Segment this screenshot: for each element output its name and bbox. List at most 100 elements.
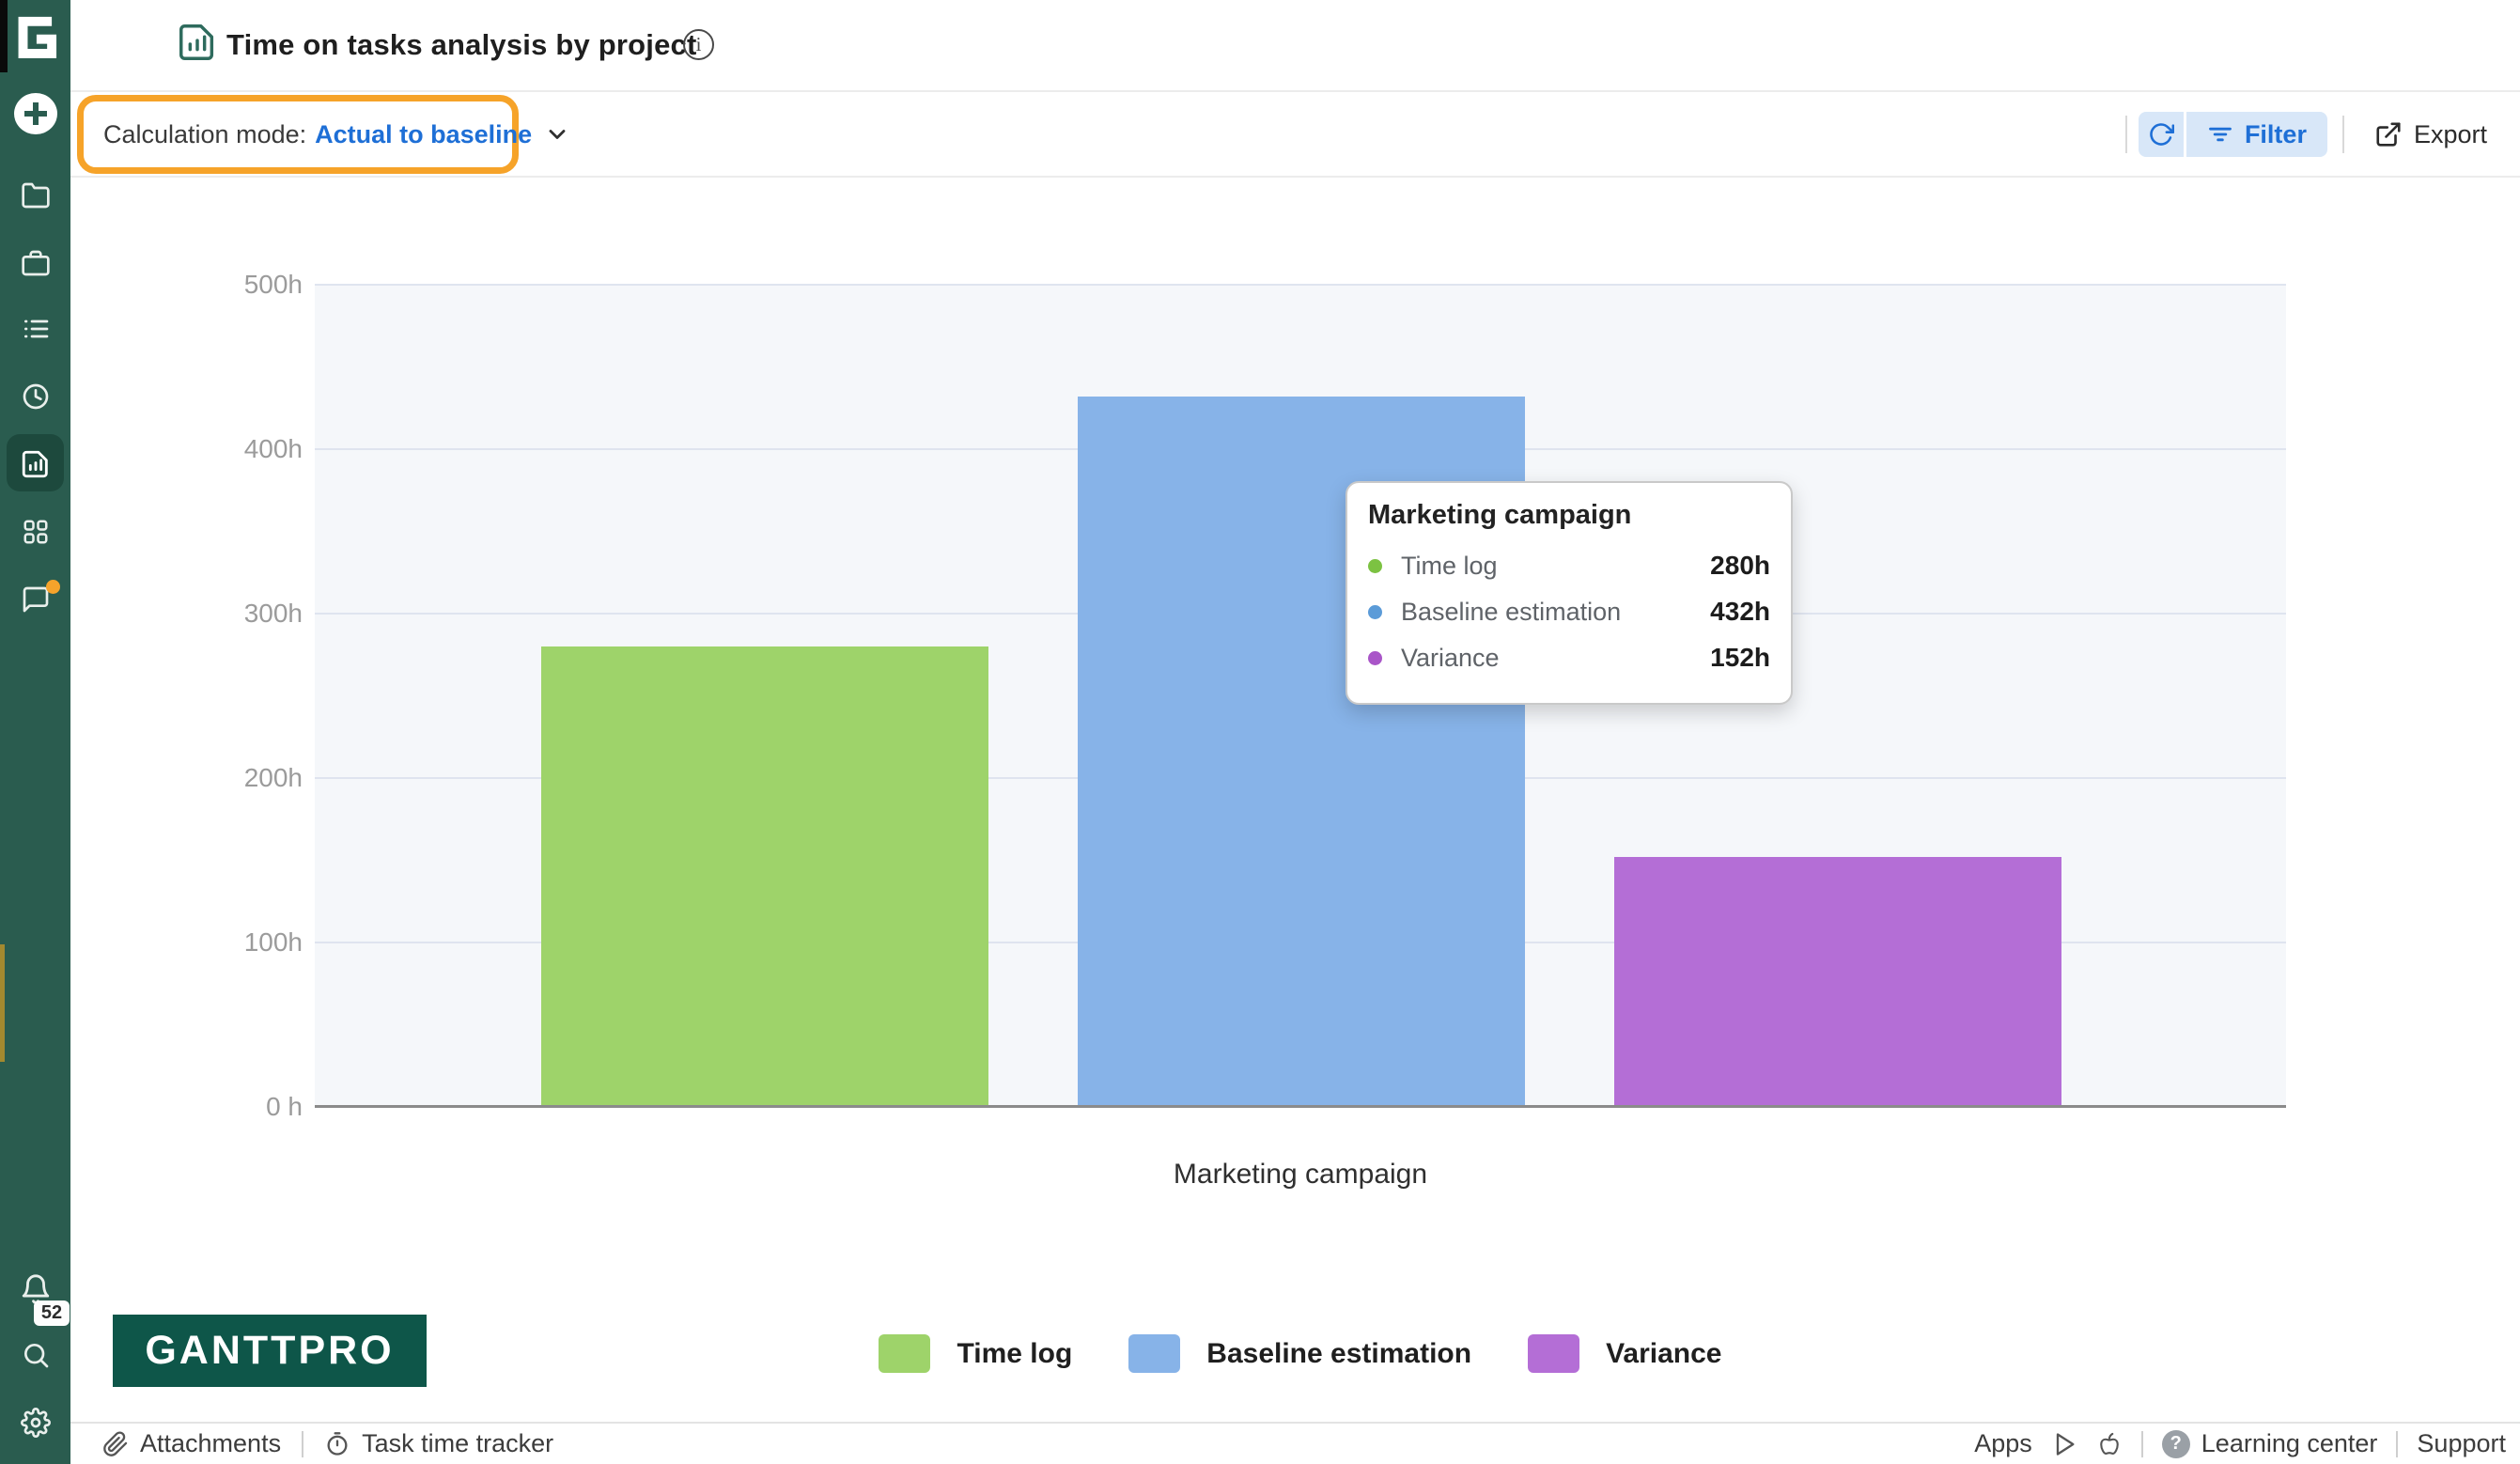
apps-link[interactable]: Apps xyxy=(1974,1429,2032,1458)
apps-label: Apps xyxy=(1974,1429,2032,1457)
gridline xyxy=(315,284,2286,286)
plus-icon xyxy=(13,93,57,134)
chat-icon xyxy=(23,586,48,613)
tooltip-row: Time log 280h xyxy=(1368,547,1770,584)
annotation-highlight-box xyxy=(77,95,519,174)
help-icon: ? xyxy=(2161,1429,2190,1458)
support-link[interactable]: Support xyxy=(2417,1429,2506,1458)
tooltip-series-label: Variance xyxy=(1401,643,1500,672)
support-label: Support xyxy=(2417,1429,2506,1457)
info-icon[interactable]: i xyxy=(683,29,714,60)
export-button-label: Export xyxy=(2413,119,2487,148)
tooltip-series-value: 280h xyxy=(1710,551,1770,580)
chart-plot-area xyxy=(315,284,2286,1107)
legend-label: Baseline estimation xyxy=(1206,1337,1472,1369)
report-chart-icon xyxy=(176,21,219,69)
toolbar-divider xyxy=(2341,116,2344,153)
legend-item-time-log[interactable]: Time log xyxy=(879,1334,1072,1373)
notification-badge: 52 xyxy=(34,1300,70,1326)
legend-label: Time log xyxy=(957,1337,1073,1369)
add-button[interactable] xyxy=(0,93,70,134)
report-toolbar: Calculation mode: Actual to baseline Fil… xyxy=(70,90,2520,178)
refresh-button[interactable] xyxy=(2138,112,2184,157)
ganttpro-logo-icon[interactable] xyxy=(0,9,70,64)
y-axis-tick-label: 100h xyxy=(243,927,303,957)
gear-icon xyxy=(20,1408,51,1438)
ganttpro-watermark: GANTTPRO xyxy=(113,1315,427,1387)
filter-icon xyxy=(2209,127,2232,142)
toolbar-divider xyxy=(2124,116,2127,153)
sidebar-item-portfolio[interactable] xyxy=(0,246,70,280)
legend-label: Variance xyxy=(1606,1337,1722,1369)
attachments-label: Attachments xyxy=(140,1429,282,1457)
legend-item-baseline-estimation[interactable]: Baseline estimation xyxy=(1128,1334,1471,1373)
sidebar-item-time-log[interactable] xyxy=(0,380,70,413)
legend-swatch xyxy=(879,1334,931,1373)
y-axis-tick-label: 300h xyxy=(243,599,303,628)
chevron-down-icon xyxy=(544,121,570,152)
sidebar-item-task-list[interactable] xyxy=(0,312,70,346)
calculation-mode-dropdown[interactable]: Calculation mode: Actual to baseline xyxy=(103,92,570,177)
tooltip-series-value: 432h xyxy=(1710,597,1770,626)
legend-swatch xyxy=(1528,1334,1580,1373)
footer-bar: Attachments Task time tracker Apps xyxy=(70,1422,2520,1464)
y-axis-tick-label: 500h xyxy=(243,270,303,299)
clock-icon xyxy=(23,383,48,410)
attachments-button[interactable]: Attachments xyxy=(102,1429,281,1458)
export-icon xyxy=(2376,122,2401,147)
report-icon xyxy=(22,450,48,478)
page-title: Time on tasks analysis by project xyxy=(226,28,697,61)
filter-button[interactable]: Filter xyxy=(2186,112,2327,157)
legend-item-variance[interactable]: Variance xyxy=(1528,1334,1722,1373)
footer-divider xyxy=(2396,1430,2399,1457)
calculation-mode-value: Actual to baseline xyxy=(315,119,533,148)
refresh-icon xyxy=(2150,123,2174,146)
grid-icon xyxy=(23,520,47,544)
screen-edge-strip xyxy=(0,0,8,72)
search-button[interactable] xyxy=(0,1336,70,1374)
tooltip-series-dot xyxy=(1368,558,1382,573)
legend-swatch xyxy=(1128,1334,1181,1373)
tooltip-series-value: 152h xyxy=(1710,643,1770,672)
briefcase-icon xyxy=(21,250,50,276)
search-icon xyxy=(23,1344,48,1368)
footer-divider xyxy=(302,1430,304,1457)
export-button[interactable]: Export xyxy=(2359,120,2487,149)
footer-divider xyxy=(2140,1430,2143,1457)
report-header: Time on tasks analysis by project i ✕ xyxy=(70,0,2520,90)
folder-icon xyxy=(21,182,50,209)
y-axis-tick-label: 400h xyxy=(243,434,303,463)
task-time-tracker-button[interactable]: Task time tracker xyxy=(324,1429,553,1458)
task-time-tracker-label: Task time tracker xyxy=(362,1429,554,1457)
tooltip-title: Marketing campaign xyxy=(1368,500,1632,530)
tooltip-row: Variance 152h xyxy=(1368,639,1770,677)
x-axis-line xyxy=(315,1105,2286,1108)
chart-tooltip: Marketing campaign Time log 280h Baseline … xyxy=(1346,481,1793,705)
learning-center-link[interactable]: ? Learning center xyxy=(2161,1429,2377,1458)
ganttpro-watermark-text: GANTTPRO xyxy=(145,1328,395,1373)
filter-button-label: Filter xyxy=(2244,119,2307,148)
settings-button[interactable] xyxy=(0,1404,70,1441)
toolbar-actions: Filter Export xyxy=(2124,92,2487,177)
sidebar-item-projects[interactable] xyxy=(0,179,70,212)
bar-variance[interactable] xyxy=(1614,857,2061,1107)
tooltip-series-dot xyxy=(1368,650,1382,665)
chart-legend: Time log Baseline estimation Variance xyxy=(315,1334,2286,1373)
chat-notification-dot xyxy=(46,580,60,594)
list-icon xyxy=(23,319,48,338)
sidebar-item-chat[interactable] xyxy=(0,583,70,616)
sidebar-scroll-indicator xyxy=(0,944,5,1062)
tooltip-series-label: Time log xyxy=(1401,551,1498,580)
apple-icon[interactable] xyxy=(2096,1431,2123,1457)
google-play-icon[interactable] xyxy=(2051,1431,2077,1457)
bar-time-log[interactable] xyxy=(541,646,988,1107)
tooltip-series-dot xyxy=(1368,604,1382,619)
stopwatch-icon xyxy=(324,1431,350,1457)
sidebar-item-reports[interactable] xyxy=(0,447,70,481)
paperclip-icon xyxy=(102,1430,129,1457)
calculation-mode-label: Calculation mode: xyxy=(103,119,307,148)
y-axis-tick-label: 0 h xyxy=(266,1092,303,1121)
tooltip-series-label: Baseline estimation xyxy=(1401,597,1622,626)
sidebar-item-integrations[interactable] xyxy=(0,515,70,549)
